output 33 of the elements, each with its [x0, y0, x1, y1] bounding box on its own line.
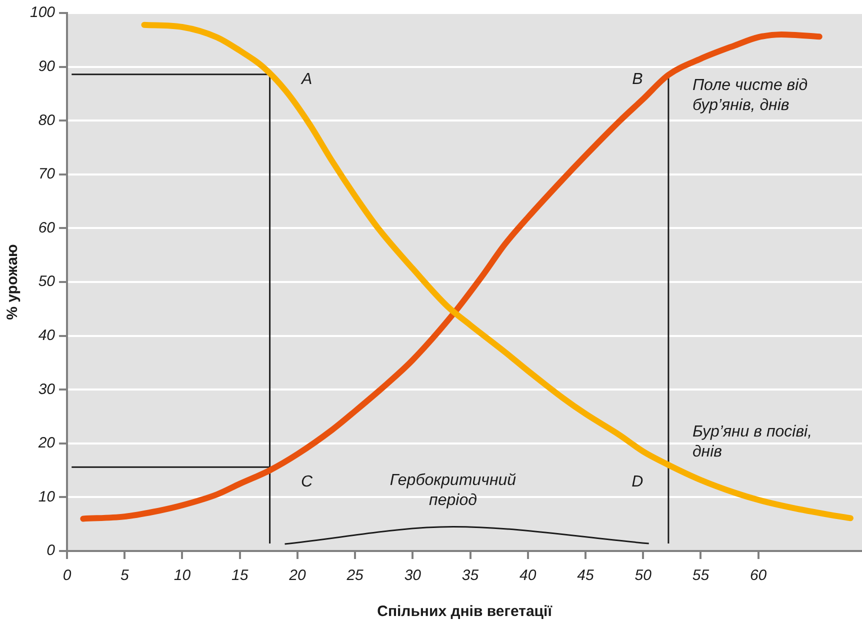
x-tick-label: 0: [62, 567, 72, 584]
annotation: B: [632, 70, 644, 88]
x-tick-label: 40: [520, 567, 537, 584]
y-tick-label: 100: [30, 4, 56, 22]
y-tick-label: 20: [37, 434, 56, 452]
x-tick-label: 30: [404, 567, 422, 584]
x-tick-label: 50: [634, 567, 652, 584]
x-tick-label: 35: [462, 567, 480, 584]
annotation: D: [632, 473, 644, 490]
y-tick-label: 60: [38, 219, 56, 236]
annotation: Гербокритичний період: [390, 472, 516, 510]
x-tick-label: 20: [288, 567, 306, 584]
y-tick-label: 80: [38, 112, 56, 129]
y-tick-label: 70: [38, 166, 56, 183]
x-tick-label: 45: [577, 567, 594, 584]
annotation: C: [301, 474, 314, 491]
y-tick-label: 50: [38, 273, 56, 290]
annotation: A: [300, 70, 312, 88]
x-tick-label: 25: [346, 567, 364, 584]
y-tick-label: 10: [38, 488, 56, 506]
y-tick-label: 40: [38, 326, 56, 344]
y-tick-label: 30: [38, 380, 56, 398]
y-tick-label: 0: [46, 542, 56, 560]
annotation: Поле чисте від бур’янів, днів: [692, 76, 808, 114]
x-axis-title: Спільних днів вегетації: [377, 603, 553, 620]
x-tick-label: 5: [120, 567, 130, 584]
x-tick-label: 60: [750, 567, 768, 584]
x-tick-label: 15: [232, 567, 249, 584]
x-tick-label: 55: [692, 567, 710, 584]
y-axis-title: % урожаю: [4, 244, 22, 320]
annotation: Бур’яни в посіві, днів: [692, 423, 812, 460]
y-tick-label: 90: [38, 58, 56, 75]
x-tick-label: 10: [174, 567, 192, 584]
